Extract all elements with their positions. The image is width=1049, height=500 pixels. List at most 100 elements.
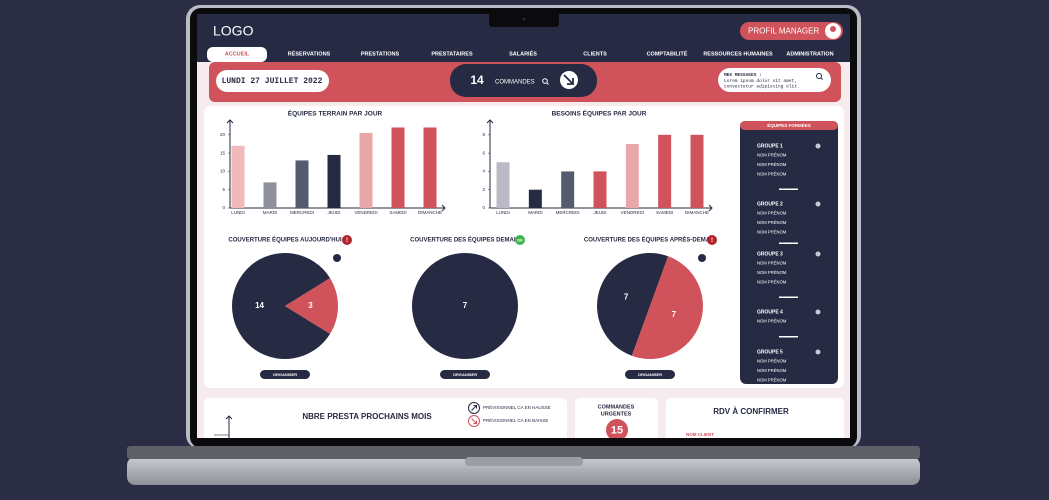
y-tick-label: 2 xyxy=(482,187,485,192)
x-tick-label: VENDREDI xyxy=(354,210,377,215)
bar xyxy=(690,134,704,208)
nav-item[interactable]: ACCUEIL xyxy=(225,51,250,57)
organise-label[interactable]: ORGANISER xyxy=(638,372,662,377)
bar xyxy=(658,134,672,208)
legend-up-icon xyxy=(468,402,480,414)
nav-item[interactable]: ADMINISTRATION xyxy=(786,51,833,57)
nav-item[interactable]: PRESTATIONS xyxy=(361,51,400,57)
pie-label: 14 xyxy=(255,301,264,310)
bar xyxy=(327,154,341,208)
laptop-base xyxy=(127,457,920,485)
profile-label[interactable]: PROFIL MANAGER xyxy=(748,27,819,36)
organise-label[interactable]: ORGANISER xyxy=(273,372,297,377)
organise-button[interactable] xyxy=(625,370,675,379)
group-dot[interactable] xyxy=(815,349,821,355)
urgent-badge[interactable] xyxy=(606,419,628,441)
pie-label: 7 xyxy=(463,301,468,310)
pie-label: 3 xyxy=(308,301,313,310)
group-name: GROUPE 2 xyxy=(757,201,783,207)
y-tick-label: 15 xyxy=(220,150,226,155)
member-name: NOM PRÉNOM xyxy=(757,230,787,235)
bar xyxy=(359,132,373,208)
pie-slice xyxy=(232,253,331,360)
nav-item[interactable]: COMPTABILITÉ xyxy=(647,49,688,57)
zoom-icon[interactable] xyxy=(698,254,706,262)
member-name: NOM PRÉNOM xyxy=(757,172,787,177)
x-tick-label: SAMEDI xyxy=(656,210,673,215)
nav-item[interactable]: RÉSERVATIONS xyxy=(288,49,331,57)
trackpad-notch xyxy=(465,457,583,466)
x-tick-label: SAMEDI xyxy=(389,210,406,215)
teams-title: ÉQUIPES FORMÉES xyxy=(767,121,811,128)
status-badge xyxy=(342,235,352,245)
pie-slice xyxy=(285,278,338,334)
x-tick-label: LUNDI xyxy=(231,210,245,215)
member-name: NOM PRÉNOM xyxy=(757,211,787,216)
bar xyxy=(263,182,277,208)
bar xyxy=(625,143,639,208)
search-icon[interactable] xyxy=(542,78,548,84)
organise-button[interactable] xyxy=(440,370,490,379)
status-badge xyxy=(707,235,717,245)
messages-pill[interactable] xyxy=(718,68,831,92)
organise-button[interactable] xyxy=(260,370,310,379)
camera xyxy=(522,17,526,21)
bar xyxy=(528,189,542,208)
urgent-card xyxy=(575,398,658,438)
search-icon[interactable] xyxy=(816,73,822,79)
x-tick-label: DIMANCHE xyxy=(418,210,442,215)
group-dot[interactable] xyxy=(815,309,821,315)
nav-item[interactable]: SALARIÉS xyxy=(509,49,537,57)
pie-label: 7 xyxy=(624,292,629,301)
pie-slice xyxy=(631,256,703,359)
x-tick-label: JEUDI xyxy=(593,210,606,215)
zoom-icon[interactable] xyxy=(333,254,341,262)
pie-title: COUVERTURE DES ÉQUIPES DEMAIN xyxy=(410,236,520,244)
group-dot[interactable] xyxy=(815,251,821,257)
x-tick-label: MERCREDI xyxy=(556,210,580,215)
status-badge-label: ! xyxy=(711,238,713,244)
legend-down-icon xyxy=(468,415,480,427)
member-name: NOM PRÉNOM xyxy=(757,162,787,167)
y-tick-label: 5 xyxy=(222,187,225,192)
legend-down-arrow xyxy=(471,418,477,424)
axis-arrow xyxy=(441,204,446,212)
x-tick-label: LUNDI xyxy=(496,210,510,215)
organise-label[interactable]: ORGANISER xyxy=(453,372,477,377)
nav-item[interactable]: PRESTATAIRES xyxy=(431,51,473,57)
chart-title: ÉQUIPES TERRAIN PAR JOUR xyxy=(288,109,383,118)
x-tick-label: MERCREDI xyxy=(290,210,314,215)
laptop-hinge xyxy=(127,446,920,459)
x-tick-label: JEUDI xyxy=(327,210,340,215)
logo: LOGO xyxy=(213,23,254,39)
orders-count: 14 xyxy=(470,73,484,87)
group-name: GROUPE 1 xyxy=(757,143,783,149)
active-tab[interactable] xyxy=(207,47,267,62)
teams-header xyxy=(740,121,838,130)
profile-button[interactable] xyxy=(740,22,843,40)
y-tick-label: 4 xyxy=(482,169,485,174)
axis-arrow xyxy=(225,415,233,420)
member-name: NOM PRÉNOM xyxy=(757,153,787,158)
y-tick-label: 8 xyxy=(482,132,485,137)
orders-pill[interactable] xyxy=(450,64,597,97)
chart-title: BESOINS ÉQUIPES PAR JOUR xyxy=(552,109,647,118)
axis-arrow xyxy=(226,119,234,124)
bar xyxy=(496,162,510,208)
nav-item[interactable]: RESSOURCES HUMAINES xyxy=(703,51,773,57)
rdv-client: NOM CLIENT xyxy=(686,432,714,437)
bar xyxy=(231,145,245,208)
messages-title: MES MESSAGES : xyxy=(724,72,762,78)
nav-item[interactable]: CLIENTS xyxy=(583,51,607,57)
axis-arrow xyxy=(708,204,713,212)
member-name: NOM PRÉNOM xyxy=(757,319,787,324)
messages-text: consectetur adipiscing elit. xyxy=(724,84,800,90)
pie-title: COUVERTURE ÉQUIPES AUJOURD'HUI xyxy=(228,236,342,244)
bar xyxy=(423,127,437,208)
member-name: NOM PRÉNOM xyxy=(757,280,787,285)
group-dot[interactable] xyxy=(815,201,821,207)
urgent-count: 15 xyxy=(611,424,623,436)
search-icon-handle xyxy=(820,77,823,80)
group-dot[interactable] xyxy=(815,143,821,149)
